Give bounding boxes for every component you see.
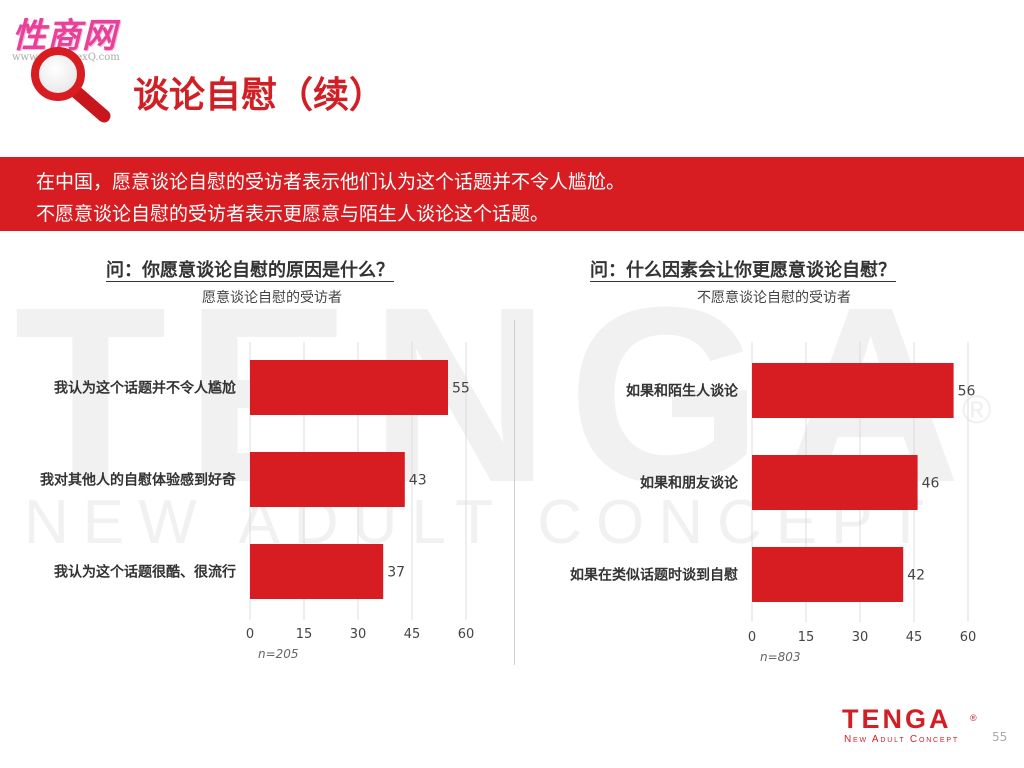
chart-1-bar [250, 452, 405, 507]
chart-1-title: 问：你愿意谈论自慰的原因是什么？ [106, 260, 394, 281]
chart-2-bar [752, 363, 954, 418]
chart-2-title: 问：什么因素会让你更愿意谈论自慰？ [590, 260, 896, 281]
chart-1-category-label: 我认为这个话题很酷、很流行 [54, 564, 236, 581]
chart-1-category-label: 我认为这个话题并不令人尴尬 [54, 380, 236, 397]
chart-1-tick-label: 15 [296, 627, 313, 642]
chart-divider [514, 320, 515, 665]
chart-1-tick-label: 45 [404, 627, 421, 642]
chart-2-sample-size: n=803 [760, 650, 801, 664]
tenga-registered-mark: ® [970, 713, 977, 723]
chart-1-sample-size: n=205 [258, 647, 299, 661]
tenga-logo: TENGA [842, 704, 952, 734]
chart-2-data-label: 46 [922, 476, 940, 492]
chart-1-category-label: 我对其他人的自慰体验感到好奇 [40, 472, 236, 489]
chart-2-bar [752, 547, 904, 602]
page-number: 55 [992, 730, 1008, 744]
chart-2-bar [752, 455, 918, 510]
page-title: 谈论自慰（续） [133, 75, 386, 116]
chart-2-data-label: 56 [958, 384, 976, 400]
summary-banner: 在中国，愿意谈论自慰的受访者表示他们认为这个话题并不令人尴尬。 不愿意谈论自慰的… [0, 157, 1024, 231]
chart-1-data-label: 43 [409, 473, 427, 489]
chart-2-category-label: 如果和朋友谈论 [640, 475, 739, 492]
tenga-tagline: New Adult Concept [844, 734, 959, 745]
chart-2-data-label: 42 [907, 568, 925, 584]
chart-2-category-label: 如果在类似话题时谈到自慰 [570, 567, 738, 584]
chart-2-tick-label: 60 [960, 630, 977, 645]
background-registered-mark: ® [962, 388, 992, 432]
magnifier-icon [31, 47, 111, 123]
banner-line-1: 在中国，愿意谈论自慰的受访者表示他们认为这个话题并不令人尴尬。 [36, 171, 626, 193]
chart-2-tick-label: 45 [906, 630, 923, 645]
chart-2-tick-label: 0 [748, 630, 756, 645]
chart-1-tick-label: 30 [350, 627, 367, 642]
chart-1-data-label: 55 [452, 381, 470, 397]
chart-1-tick-label: 0 [246, 627, 254, 642]
chart-2-tick-label: 30 [852, 630, 869, 645]
chart-1-bar [250, 360, 448, 415]
chart-2-category-label: 如果和陌生人谈论 [626, 383, 739, 400]
chart-1-tick-label: 60 [458, 627, 475, 642]
chart-1-subtitle: 愿意谈论自慰的受访者 [202, 290, 342, 306]
chart-2-tick-label: 15 [798, 630, 815, 645]
chart-1-data-label: 37 [387, 565, 405, 581]
banner-line-2: 不愿意谈论自慰的受访者表示更愿意与陌生人谈论这个话题。 [36, 203, 550, 225]
chart-2-subtitle: 不愿意谈论自慰的受访者 [697, 290, 851, 306]
chart-1-bar [250, 544, 384, 599]
